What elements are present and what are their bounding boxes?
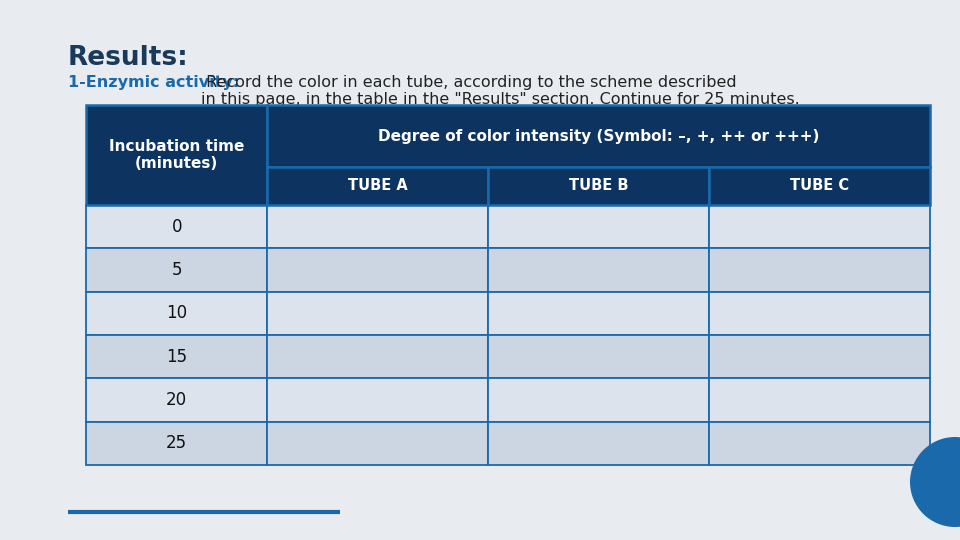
Text: 1-Enzymic activity:: 1-Enzymic activity: <box>68 75 239 90</box>
Bar <box>268 205 489 248</box>
Text: Degree of color intensity (Symbol: –, +, ++ or +++): Degree of color intensity (Symbol: –, +,… <box>378 129 820 144</box>
Text: 0: 0 <box>172 218 182 235</box>
Text: TUBE B: TUBE B <box>569 179 629 193</box>
Bar <box>489 335 709 379</box>
Bar <box>489 248 709 292</box>
Bar <box>709 422 930 465</box>
Text: 20: 20 <box>166 391 187 409</box>
Bar <box>709 292 930 335</box>
Bar <box>86 379 268 422</box>
Bar <box>86 335 268 379</box>
Bar <box>709 205 930 248</box>
Bar <box>86 422 268 465</box>
Text: Results:: Results: <box>68 45 189 71</box>
Text: TUBE C: TUBE C <box>790 179 850 193</box>
Text: TUBE A: TUBE A <box>348 179 408 193</box>
Text: 15: 15 <box>166 348 187 366</box>
Bar <box>268 292 489 335</box>
Text: Record the color in each tube, according to the scheme described
in this page, i: Record the color in each tube, according… <box>201 75 800 107</box>
Bar <box>268 167 489 205</box>
Bar <box>709 248 930 292</box>
Bar <box>86 205 268 248</box>
Bar <box>489 422 709 465</box>
Circle shape <box>910 437 960 527</box>
Bar <box>86 292 268 335</box>
Bar <box>86 105 268 205</box>
Bar <box>489 379 709 422</box>
Bar <box>268 379 489 422</box>
Text: 25: 25 <box>166 434 187 453</box>
Text: 5: 5 <box>172 261 182 279</box>
Bar <box>268 105 930 167</box>
Bar <box>709 167 930 205</box>
Bar <box>86 248 268 292</box>
Bar <box>268 248 489 292</box>
Bar <box>268 422 489 465</box>
Bar <box>709 335 930 379</box>
Bar <box>709 379 930 422</box>
Bar <box>489 167 709 205</box>
Text: Incubation time
(minutes): Incubation time (minutes) <box>109 139 245 171</box>
Bar <box>268 335 489 379</box>
Text: 10: 10 <box>166 305 187 322</box>
Bar <box>489 205 709 248</box>
Bar <box>489 292 709 335</box>
